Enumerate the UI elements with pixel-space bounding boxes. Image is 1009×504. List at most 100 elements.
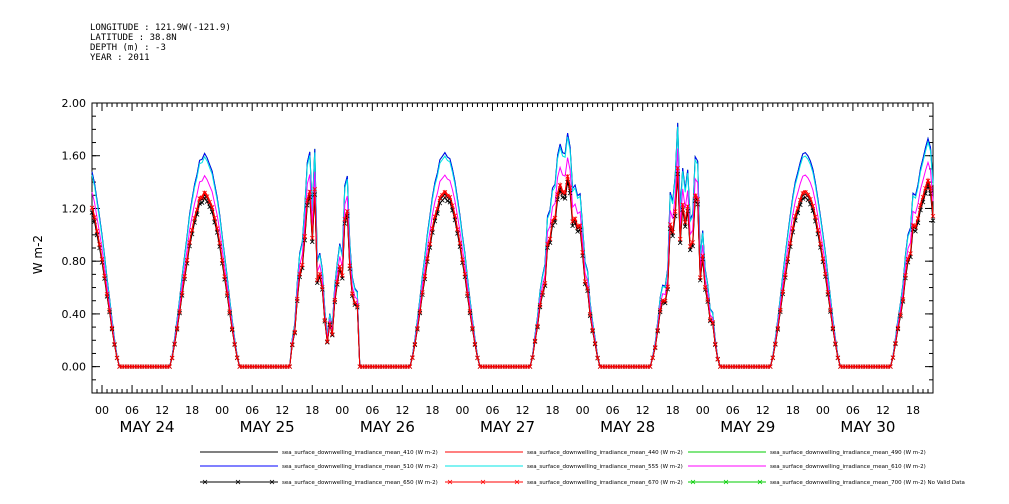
series-marker-7 xyxy=(702,285,708,290)
legend-label: sea_surface_downwelling_irradiance_mean_… xyxy=(282,464,438,470)
series-marker-7 xyxy=(457,240,463,246)
y-axis-title: W m-2 xyxy=(31,235,45,274)
y-tick-label: 1.20 xyxy=(62,202,87,215)
series-marker-7 xyxy=(818,241,823,247)
series-marker-7 xyxy=(828,307,833,313)
series-marker-7 xyxy=(582,279,588,284)
series-marker-6 xyxy=(682,224,688,229)
series-marker-7 xyxy=(184,257,190,263)
series-marker-7 xyxy=(287,364,293,369)
series-marker-7 xyxy=(550,218,555,224)
series-marker-7 xyxy=(820,256,826,261)
series-marker-7 xyxy=(330,331,335,337)
series-marker-7 xyxy=(204,194,210,199)
series-marker-7 xyxy=(432,214,438,219)
series-marker-7 xyxy=(890,355,896,360)
legend-label: sea_surface_downwelling_irradiance_mean_… xyxy=(770,450,926,456)
series-marker-7 xyxy=(447,194,453,200)
series-marker-7 xyxy=(224,291,230,296)
series-marker-7 xyxy=(304,198,310,203)
series-marker-7 xyxy=(785,256,791,262)
legend-label: sea_surface_downwelling_irradiance_mean_… xyxy=(527,464,683,470)
series-marker-7 xyxy=(913,224,918,230)
series-marker-7 xyxy=(317,271,323,277)
series-marker-7 xyxy=(532,338,538,344)
series-marker-6 xyxy=(672,213,678,219)
series-marker-7 xyxy=(527,364,533,369)
series-marker-7 xyxy=(667,222,673,227)
series-marker-7 xyxy=(768,364,773,369)
legend-marker xyxy=(447,479,453,485)
series-marker-7 xyxy=(925,178,931,184)
series-marker-6 xyxy=(457,244,463,249)
legend-marker xyxy=(235,479,241,485)
legend: sea_surface_downwelling_irradiance_mean_… xyxy=(200,450,965,486)
y-tick-label: 0.00 xyxy=(62,361,87,374)
x-hour-label: 00 xyxy=(455,404,469,417)
series-line-4 xyxy=(91,126,934,368)
series-marker-7 xyxy=(197,196,202,201)
series-marker-7 xyxy=(450,203,455,208)
series-marker-6 xyxy=(913,228,918,234)
series-marker-7 xyxy=(475,355,480,361)
series-marker-7 xyxy=(167,364,172,369)
x-hour-label: 12 xyxy=(275,404,289,417)
series-marker-7 xyxy=(350,291,355,296)
series-marker-7 xyxy=(192,215,197,221)
series-marker-7 xyxy=(895,325,901,331)
series-marker-7 xyxy=(425,256,430,261)
series-marker-7 xyxy=(327,321,333,326)
series-marker-7 xyxy=(212,215,217,221)
series-marker-7 xyxy=(910,223,916,228)
series-marker-7 xyxy=(572,216,578,222)
series-marker-7 xyxy=(194,207,200,213)
series-marker-7 xyxy=(682,220,688,225)
series-marker-7 xyxy=(460,257,465,262)
x-hour-label: 06 xyxy=(245,404,259,417)
x-day-label: MAY 29 xyxy=(720,418,775,436)
x-hour-label: 18 xyxy=(185,404,199,417)
series-marker-7 xyxy=(345,209,350,214)
series-marker-6 xyxy=(330,332,335,338)
legend-label: sea_surface_downwelling_irradiance_mean_… xyxy=(770,464,926,470)
series-marker-7 xyxy=(918,202,923,208)
series-marker-7 xyxy=(530,355,535,360)
legend-marker xyxy=(757,479,763,485)
series-marker-7 xyxy=(102,273,107,279)
series-marker-7 xyxy=(109,325,115,331)
series-marker-7 xyxy=(908,251,913,256)
series-marker-6 xyxy=(217,244,222,249)
series-marker-7 xyxy=(657,307,663,313)
series-marker-7 xyxy=(202,190,207,196)
series-marker-6 xyxy=(670,233,675,239)
series-marker-7 xyxy=(207,199,212,205)
series-marker-7 xyxy=(930,213,936,219)
series-marker-7 xyxy=(710,320,716,325)
series-marker-7 xyxy=(790,225,796,231)
series-marker-7 xyxy=(199,195,205,200)
series-marker-7 xyxy=(928,185,933,191)
series-marker-7 xyxy=(715,356,721,362)
series-marker-7 xyxy=(778,307,783,313)
series-marker-7 xyxy=(422,274,428,279)
series-marker-7 xyxy=(920,194,926,200)
series-marker-7 xyxy=(562,190,568,196)
series-marker-7 xyxy=(650,355,655,360)
series-marker-7 xyxy=(307,189,313,195)
series-marker-7 xyxy=(465,291,470,297)
series-marker-7 xyxy=(227,309,232,314)
x-hour-label: 06 xyxy=(846,404,860,417)
series-marker-7 xyxy=(174,325,180,331)
series-marker-7 xyxy=(815,227,821,233)
series-marker-7 xyxy=(322,317,328,323)
series-marker-6 xyxy=(677,240,683,246)
series-marker-7 xyxy=(652,344,658,350)
legend-marker xyxy=(202,479,208,485)
series-marker-7 xyxy=(580,250,585,255)
series-marker-7 xyxy=(112,341,117,347)
series-marker-7 xyxy=(595,355,600,361)
series-marker-7 xyxy=(903,273,908,278)
series-marker-7 xyxy=(187,240,192,245)
series-marker-7 xyxy=(222,274,227,279)
series-marker-7 xyxy=(585,286,590,291)
